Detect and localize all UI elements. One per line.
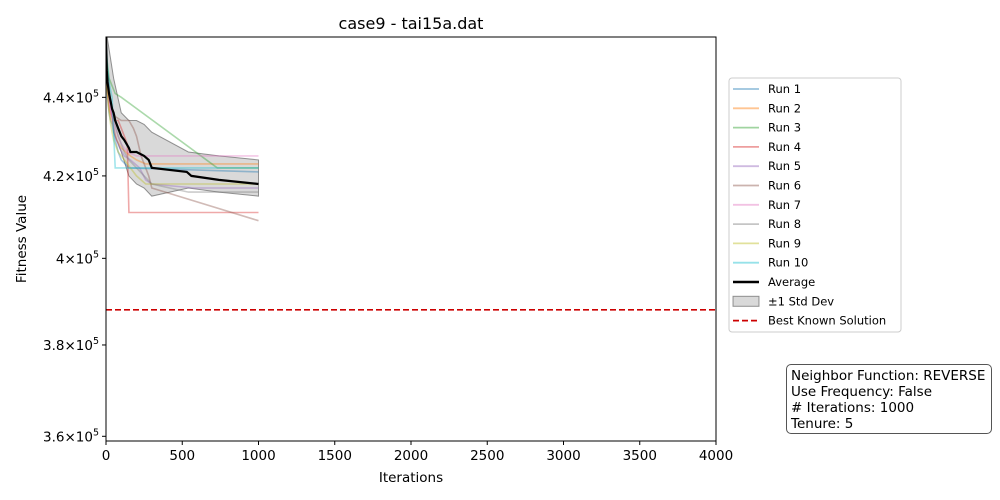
x-tick-label: 1000: [241, 448, 275, 464]
series-line-run-5: [106, 59, 259, 189]
series-line-run-3: [106, 51, 259, 169]
plot-area: [106, 37, 716, 311]
y-tick-label: 4.4×105: [43, 88, 99, 106]
average-line: [106, 37, 259, 186]
legend-entry-label: Run 3: [768, 121, 801, 135]
y-tick-label: 4×105: [56, 249, 99, 267]
series-line-run-9: [106, 70, 259, 185]
x-tick-label: 3500: [623, 448, 657, 464]
legend-entry-label: Run 2: [768, 101, 801, 115]
legend-entry-label: Run 9: [768, 236, 801, 250]
series-line-run-2: [106, 59, 259, 165]
y-axis: 3.6×105 3.8×105 4×105 4.2×105 4.4×105: [43, 88, 106, 445]
series-line-run-4: [106, 66, 259, 214]
x-tick-label: 1500: [318, 448, 352, 464]
legend-entry-label: ±1 Std Dev: [768, 294, 834, 308]
x-axis: 0 500 1000 1500 2000 2500 3000 3500 4000: [102, 441, 733, 464]
info-use-frequency: Use Frequency: False: [791, 384, 932, 400]
x-tick-label: 4000: [699, 448, 733, 464]
info-iterations: # Iterations: 1000: [791, 400, 915, 416]
series-line-run-1: [106, 40, 259, 173]
legend-entry-label: Run 6: [768, 179, 801, 193]
legend-frame: [728, 77, 902, 333]
legend-entry-label: Run 5: [768, 159, 801, 173]
legend-entry-label: Run 1: [768, 82, 801, 96]
y-tick-label: 3.6×105: [43, 427, 99, 445]
legend-entry-label: Run 4: [768, 140, 801, 154]
legend-entry-label: Best Known Solution: [768, 314, 886, 328]
legend-entry-label: Run 8: [768, 217, 801, 231]
series-line-run-7: [106, 66, 259, 157]
info-neighbor-function: Neighbor Function: REVERSE: [791, 368, 986, 384]
legend-entry-label: Run 10: [768, 256, 808, 270]
legend-entry-label: Run 7: [768, 198, 801, 212]
legend: Run 1 Run 2 Run 3 Run 4 Run 5 Run 6 Run 7 Run 8…: [728, 77, 902, 333]
x-tick-label: 2500: [470, 448, 504, 464]
x-tick-label: 3000: [546, 448, 580, 464]
x-tick-label: 0: [102, 448, 111, 464]
x-tick-label: 500: [169, 448, 195, 464]
plot-frame: [105, 36, 717, 442]
y-tick-label: 3.8×105: [43, 336, 99, 354]
parameters-info-box: Neighbor Function: REVERSE Use Frequency…: [786, 364, 992, 434]
x-axis-label: Iterations: [379, 470, 443, 486]
legend-swatch: [732, 295, 760, 307]
legend-entry-label: Average: [768, 275, 815, 289]
y-tick-label: 4.2×105: [43, 167, 99, 185]
chart-title: case9 - tai15a.dat: [339, 14, 484, 33]
x-tick-label: 2000: [394, 448, 428, 464]
info-tenure: Tenure: 5: [791, 416, 854, 432]
y-axis-label: Fitness Value: [14, 195, 30, 283]
